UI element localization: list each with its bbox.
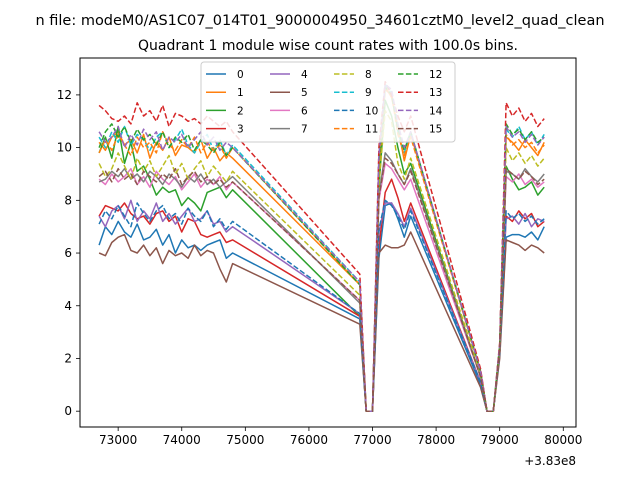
legend-label-4: 4: [301, 69, 308, 81]
series-line-15: [98, 157, 545, 412]
legend-label-8: 8: [365, 69, 372, 81]
legend-label-9: 9: [365, 87, 372, 99]
y-tick-label: 10: [57, 141, 72, 155]
legend-label-3: 3: [237, 124, 244, 136]
chart-title: Quadrant 1 module wise count rates with …: [138, 38, 518, 54]
series-line-12: [98, 86, 545, 412]
legend-label-10: 10: [365, 105, 378, 117]
legend-label-12: 12: [429, 69, 442, 81]
x-tick-label: 74000: [163, 433, 201, 447]
legend-label-5: 5: [301, 87, 308, 99]
y-tick-label: 0: [64, 404, 72, 418]
legend-label-2: 2: [237, 105, 244, 117]
legend-box: [200, 61, 456, 143]
legend-label-14: 14: [429, 105, 443, 117]
y-tick-label: 12: [57, 88, 72, 102]
legend-label-6: 6: [301, 105, 308, 117]
y-tick-label: 6: [64, 246, 72, 260]
y-tick-label: 2: [64, 351, 72, 365]
x-tick-label: 79000: [481, 433, 519, 447]
legend-label-15: 15: [429, 124, 442, 136]
tick-layer: 73000 74000 75000 76000 77000 78000 79000 80000…: [57, 88, 583, 447]
legend-label-1: 1: [237, 87, 244, 99]
x-tick-label: 80000: [544, 433, 582, 447]
y-tick-label: 4: [64, 299, 72, 313]
x-tick-label: 77000: [353, 433, 391, 447]
series-layer: [98, 80, 545, 412]
series-line-14: [98, 83, 545, 412]
x-tick-label: 73000: [99, 433, 137, 447]
figure-suptitle: n file: modeM0/AS1C07_014T01_9000004950_…: [35, 13, 604, 29]
plot-frame: [79, 57, 577, 428]
x-tick-label: 78000: [417, 433, 455, 447]
legend-label-13: 13: [429, 87, 442, 99]
legend-label-0: 0: [237, 69, 244, 81]
legend-label-11: 11: [365, 124, 378, 136]
x-tick-label: 75000: [226, 433, 264, 447]
x-offset-label: +3.83e8: [524, 454, 576, 468]
legend-label-7: 7: [301, 124, 308, 136]
y-tick-label: 8: [64, 193, 72, 207]
series-line-8: [98, 109, 545, 412]
x-tick-label: 76000: [290, 433, 328, 447]
series-line-11: [98, 88, 545, 412]
